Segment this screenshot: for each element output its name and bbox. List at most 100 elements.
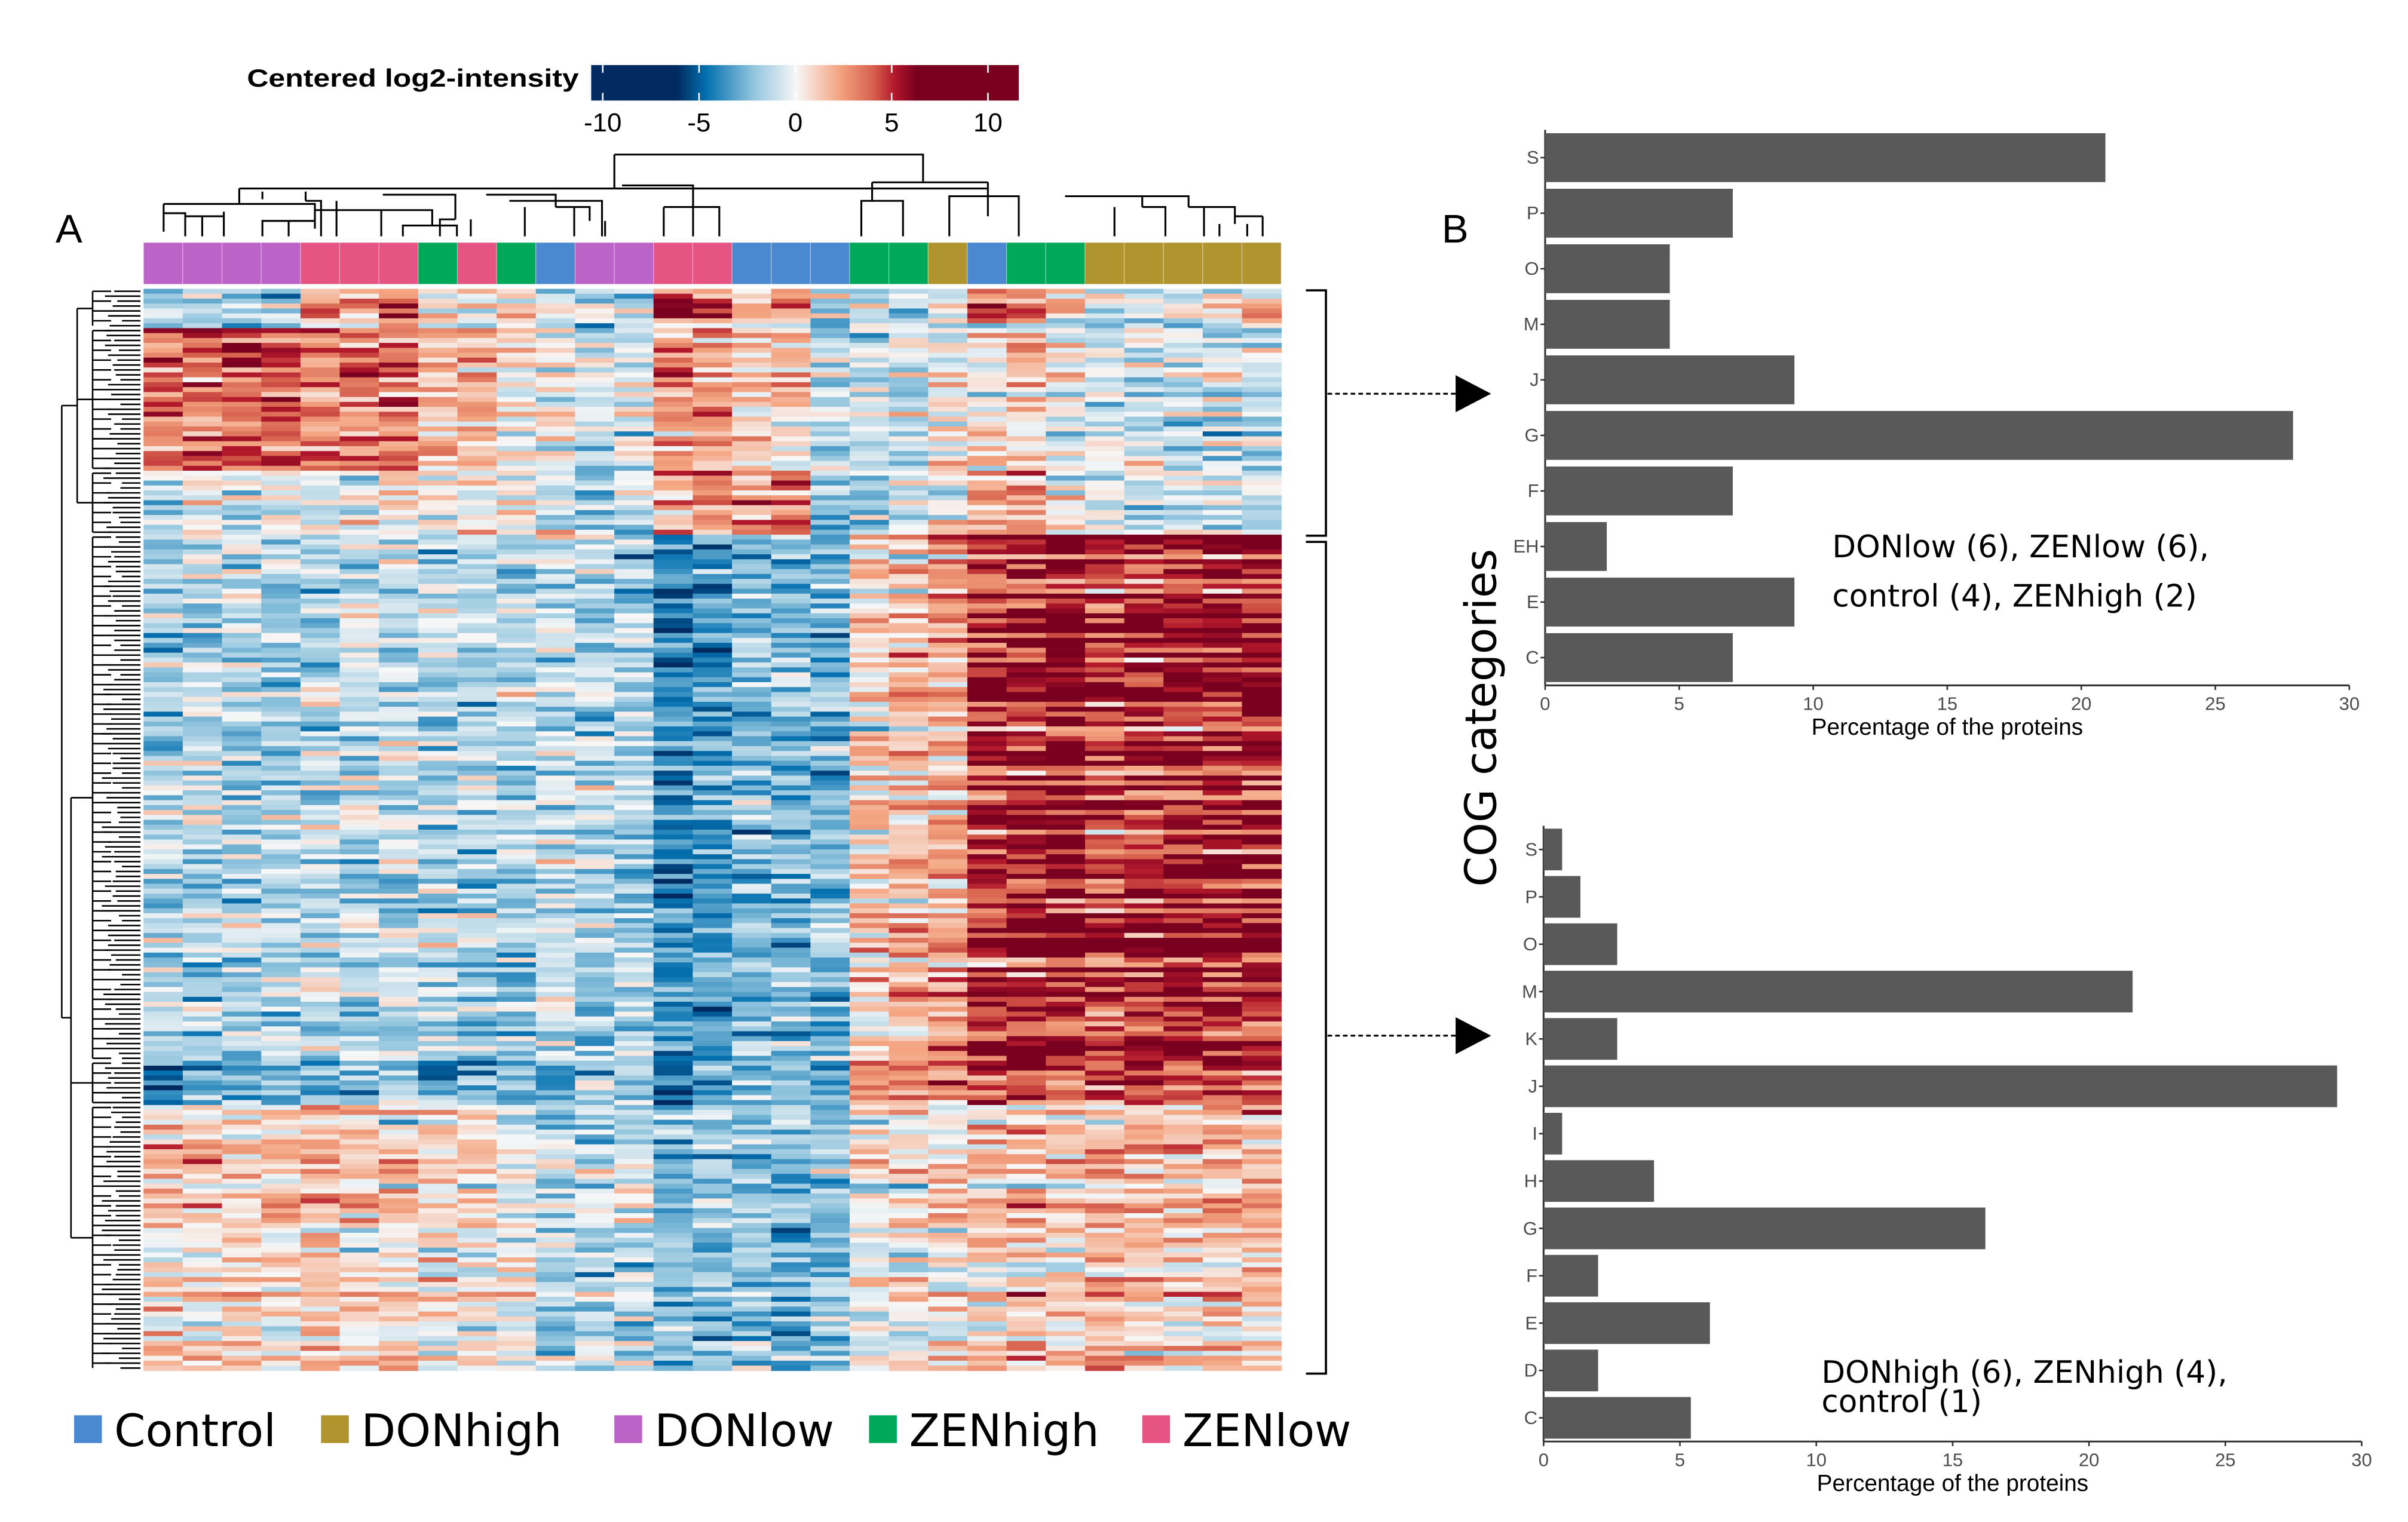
heatmap-cell	[379, 412, 419, 418]
heatmap-cell	[1242, 343, 1282, 349]
heatmap-cell	[457, 849, 497, 855]
heatmap-cell	[497, 372, 537, 378]
heatmap-cell	[771, 1080, 811, 1086]
heatmap-cell	[928, 446, 968, 452]
heatmap-cell	[339, 1041, 379, 1047]
heatmap-cell	[143, 662, 183, 668]
annotation-cell-zenhigh	[1006, 242, 1046, 285]
heatmap-cell	[497, 918, 537, 924]
heatmap-cell	[300, 337, 341, 343]
heatmap-cell	[889, 328, 929, 334]
heatmap-cell	[418, 343, 458, 349]
heatmap-cell	[222, 318, 262, 324]
heatmap-cell	[418, 348, 458, 354]
heatmap-cell	[732, 441, 772, 447]
heatmap-cell	[222, 1007, 262, 1012]
heatmap-cell	[457, 760, 497, 766]
heatmap-cell	[693, 820, 733, 826]
heatmap-cell	[418, 869, 458, 874]
heatmap-cell	[1084, 667, 1125, 673]
heatmap-cell	[300, 918, 341, 924]
heatmap-cell	[732, 623, 772, 629]
heatmap-cell	[849, 746, 890, 752]
heatmap-cell	[693, 824, 733, 830]
heatmap-cell	[653, 874, 694, 880]
heatmap-cell	[614, 471, 654, 477]
heatmap-cell	[693, 397, 733, 403]
heatmap-cell	[1202, 352, 1243, 358]
heatmap-cell	[967, 721, 1007, 727]
heatmap-cell	[1163, 1046, 1203, 1052]
heatmap-cell	[300, 982, 341, 988]
heatmap-cell	[693, 928, 733, 934]
heatmap-cell	[418, 667, 458, 673]
heatmap-cell	[300, 824, 341, 830]
heatmap-cell	[1046, 554, 1086, 560]
heatmap-cell	[261, 943, 301, 949]
heatmap-cell	[849, 520, 890, 526]
heatmap-cell	[810, 760, 850, 766]
heatmap-cell	[457, 696, 497, 702]
heatmap-cell	[497, 465, 537, 471]
heatmap-cell	[810, 588, 850, 594]
heatmap-cell	[1163, 677, 1203, 683]
heatmap-cell	[771, 648, 811, 653]
heatmap-cell	[928, 298, 968, 304]
heatmap-cell	[889, 908, 929, 914]
heatmap-cell	[339, 815, 379, 821]
heatmap-cell	[379, 1046, 419, 1052]
heatmap-cell	[771, 510, 811, 515]
heatmap-cell	[693, 461, 733, 467]
heatmap-cell	[300, 510, 341, 515]
heatmap-cell	[261, 1124, 301, 1130]
heatmap-cell	[379, 751, 419, 757]
heatmap-cell	[889, 1070, 929, 1076]
heatmap-cell	[1202, 318, 1243, 324]
annotation-cell-donhigh	[1241, 242, 1282, 285]
heatmap-cell	[1202, 854, 1243, 860]
heatmap-cell	[1084, 471, 1125, 477]
heatmap-cell	[1006, 490, 1047, 496]
heatmap-cell	[928, 387, 968, 393]
heatmap-cell	[143, 810, 183, 816]
heatmap-cell	[1124, 672, 1164, 678]
heatmap-cell	[614, 289, 654, 294]
heatmap-cell	[300, 343, 341, 349]
heatmap-cell	[771, 475, 811, 481]
heatmap-cell	[182, 775, 223, 781]
heatmap-cell	[418, 943, 458, 949]
heatmap-cell	[849, 451, 890, 457]
heatmap-cell	[928, 357, 968, 363]
heatmap-cell	[1242, 996, 1282, 1002]
heatmap-cell	[261, 1041, 301, 1047]
heatmap-cell	[457, 1011, 497, 1017]
heatmap-cell	[535, 510, 576, 515]
heatmap-cell	[1084, 544, 1125, 550]
heatmap-cell	[1163, 879, 1203, 885]
heatmap-cell	[1084, 844, 1125, 850]
heatmap-cell	[1046, 485, 1086, 491]
heatmap-cell	[261, 883, 301, 889]
heatmap-cell	[1084, 520, 1125, 526]
heatmap-cell	[771, 352, 811, 358]
heatmap-cell	[1242, 357, 1282, 363]
heatmap-cell	[1084, 731, 1125, 737]
heatmap-cell	[1046, 569, 1086, 575]
heatmap-cell	[810, 696, 850, 702]
heatmap-cell	[1006, 854, 1047, 860]
heatmap-cell	[182, 908, 223, 914]
heatmap-cell	[575, 952, 615, 958]
heatmap-cell	[1084, 923, 1125, 929]
heatmap-cell	[222, 839, 262, 845]
heatmap-cell	[575, 1007, 615, 1012]
heatmap-cell	[1242, 1100, 1282, 1106]
heatmap-cell	[1202, 1007, 1243, 1012]
heatmap-cell	[535, 465, 576, 471]
heatmap-cell	[928, 859, 968, 865]
heatmap-cell	[614, 397, 654, 403]
heatmap-cell	[143, 584, 183, 590]
heatmap-cell	[1202, 535, 1243, 541]
annotation-cell-zenlow	[457, 242, 497, 285]
heatmap-cell	[418, 308, 458, 314]
heatmap-cell	[1202, 962, 1243, 968]
